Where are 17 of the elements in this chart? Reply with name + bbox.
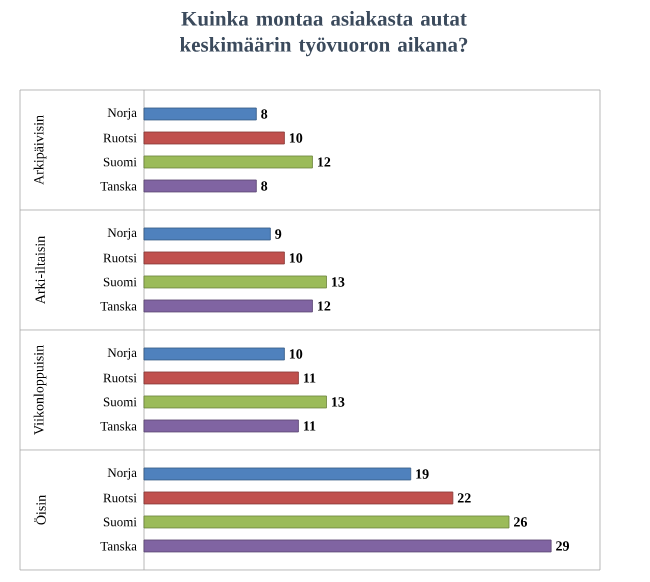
bar bbox=[143, 371, 299, 385]
bar bbox=[143, 515, 510, 529]
bar bbox=[143, 347, 285, 361]
bar bbox=[143, 179, 257, 193]
bar bbox=[143, 251, 285, 265]
chart-title: Kuinka montaa asiakasta autat keskimäärin työvuoron aikana? bbox=[180, 11, 468, 57]
bar bbox=[143, 467, 412, 481]
bar bbox=[143, 131, 285, 145]
bar bbox=[143, 395, 327, 409]
bar bbox=[143, 419, 299, 433]
bar bbox=[143, 155, 313, 169]
bar bbox=[143, 299, 313, 313]
bar bbox=[143, 107, 257, 121]
bar bbox=[143, 227, 271, 241]
bar bbox=[143, 491, 454, 505]
bar bbox=[143, 275, 327, 289]
bar bbox=[143, 539, 552, 553]
